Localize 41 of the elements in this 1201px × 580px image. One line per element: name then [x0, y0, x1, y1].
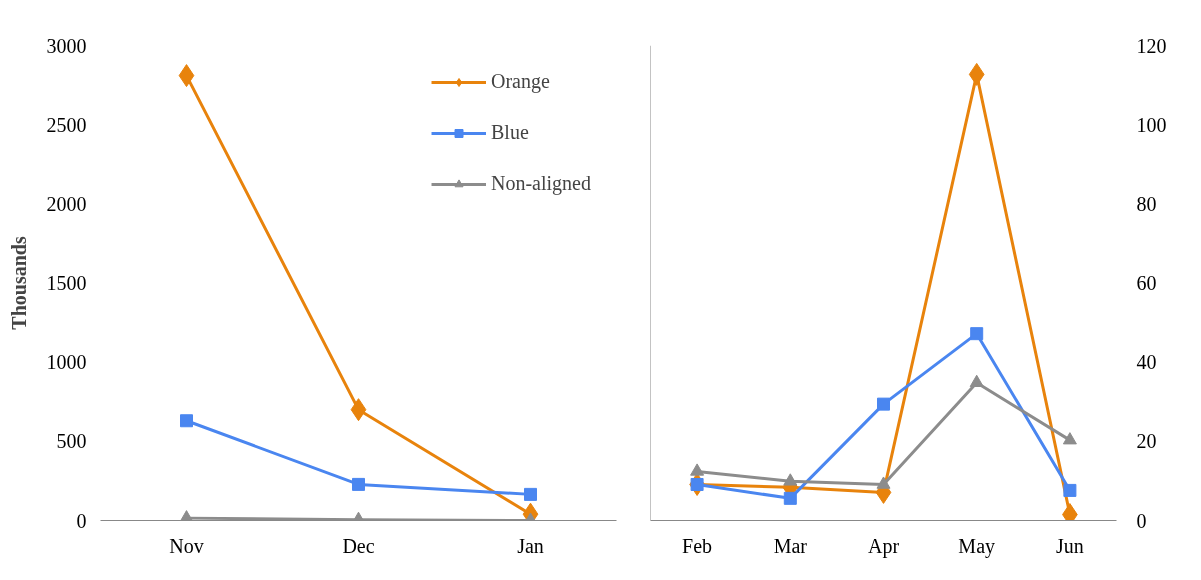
point	[690, 463, 705, 476]
y-tick-label: 100	[1136, 113, 1167, 136]
legend-label: Blue	[491, 121, 529, 144]
y-tick-label: 500	[56, 430, 87, 453]
x-tick-label: Mar	[773, 534, 808, 557]
y-tick-label: 0	[1136, 509, 1147, 532]
legend-label: Orange	[491, 70, 550, 93]
x-tick-label: Feb	[682, 534, 713, 557]
point	[783, 473, 798, 486]
y-tick-label: 2000	[46, 192, 87, 215]
y-tick-label: 40	[1136, 351, 1157, 374]
y-tick-label: 60	[1136, 272, 1157, 294]
point	[969, 374, 984, 387]
point	[180, 414, 193, 428]
point	[178, 64, 195, 88]
y-tick-label: 0	[76, 509, 87, 532]
point	[876, 476, 891, 489]
y-tick-label: 20	[1136, 430, 1157, 453]
x-tick-label: Dec	[342, 534, 375, 557]
x-tick-label: May	[958, 534, 996, 558]
point	[1062, 432, 1077, 445]
y-tick-label: 80	[1136, 192, 1157, 215]
point	[350, 398, 367, 422]
x-tick-label: Jun	[1056, 534, 1084, 557]
point	[783, 491, 797, 505]
point	[877, 397, 890, 411]
point	[524, 487, 537, 501]
point	[970, 327, 984, 341]
y-axis-title: Thousands	[7, 236, 30, 330]
x-tick-label: Jan	[517, 534, 544, 557]
x-tick-label: Nov	[169, 534, 204, 557]
y-tick-label: 2500	[46, 113, 87, 136]
point	[352, 477, 365, 491]
y-tick-label: 3000	[46, 34, 87, 57]
y-tick-label: 120	[1136, 34, 1167, 57]
legend-label: Non-aligned	[491, 172, 591, 195]
point	[968, 62, 985, 86]
point	[1063, 483, 1077, 497]
y-tick-label: 1000	[46, 351, 87, 374]
x-tick-label: Apr	[867, 534, 900, 558]
y-tick-label: 1500	[46, 272, 87, 294]
